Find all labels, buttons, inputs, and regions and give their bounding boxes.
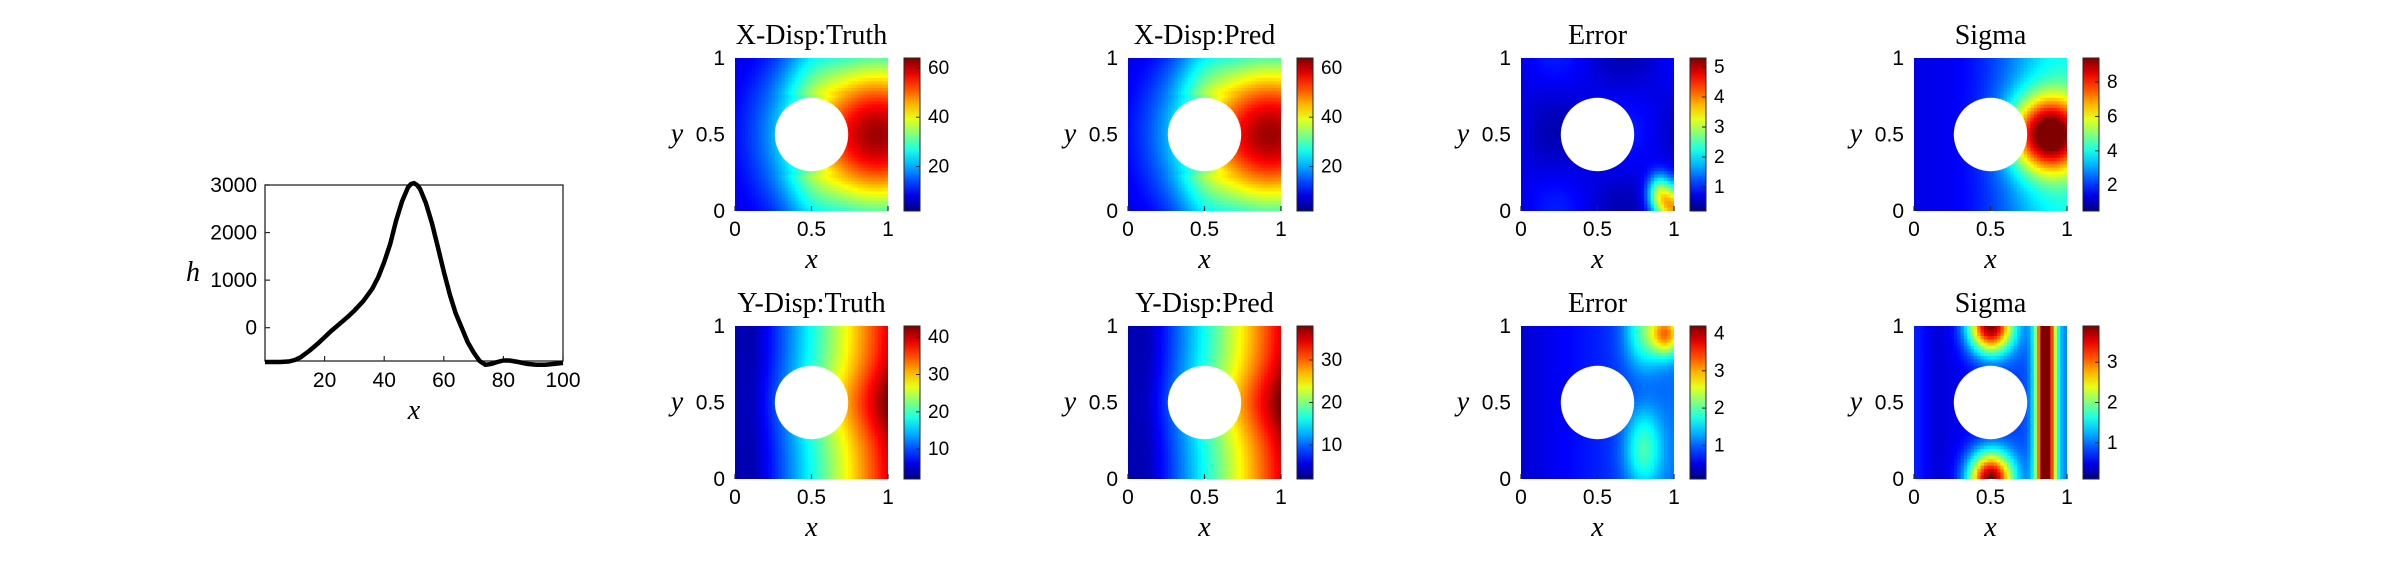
x-tick-label: 80 (492, 369, 515, 392)
y-tick-label: 1000 (210, 269, 257, 292)
heatmap-panel-1: X-Disp:Truth 0 0.5 1 0 0.5 1 x y 20 40 60 (668, 20, 949, 275)
heatmap-panel-2: X-Disp:Pred 0 0.5 1 0 0.5 1 x y 20 40 60 (1061, 20, 1342, 275)
x-tick-label: 1 (1275, 218, 1287, 241)
colorbar-tick-label: 20 (928, 157, 949, 178)
x-tick-label: 20 (313, 369, 336, 392)
x-tick-label: 0.5 (797, 218, 826, 241)
colorbar (1297, 58, 1313, 211)
y-tick-label: 0.5 (696, 124, 725, 147)
x-axis-label: x (407, 395, 421, 426)
y-tick-label: 3000 (210, 174, 257, 197)
colorbar-tick-label: 60 (928, 58, 949, 79)
x-axis-label: x (804, 244, 818, 275)
panel-title: X-Disp:Truth (736, 20, 887, 51)
y-tick-label: 0.5 (1089, 124, 1118, 147)
y-tick-label: 1 (1106, 47, 1118, 70)
hole-circle (1168, 98, 1241, 171)
x-tick-label: 0 (1122, 218, 1134, 241)
colorbar-tick-label: 20 (1321, 157, 1342, 178)
y-tick-label: 1 (713, 47, 725, 70)
x-tick-label: 40 (373, 369, 396, 392)
y-tick-label: 0 (1106, 200, 1118, 223)
hole-circle (775, 98, 848, 171)
colorbar-tick-label: 40 (1321, 107, 1342, 128)
x-tick-label: 100 (545, 369, 580, 392)
y-tick-label: 2000 (210, 222, 257, 245)
x-tick-label: 0.5 (1190, 218, 1219, 241)
line-plot-axes-box (265, 185, 563, 361)
y-axis-label: y (1061, 119, 1077, 150)
y-axis-label: y (668, 119, 684, 150)
x-tick-label: 0 (729, 218, 741, 241)
y-tick-label: 0 (713, 200, 725, 223)
panel-title: X-Disp:Pred (1134, 20, 1276, 51)
x-axis-label: x (1197, 244, 1211, 275)
y-tick-label: 0 (245, 317, 257, 340)
y-axis-label: h (186, 257, 200, 288)
colorbar-tick-label: 40 (928, 107, 949, 128)
x-tick-label: 60 (432, 369, 455, 392)
colorbar-tick-label: 60 (1321, 58, 1342, 79)
colorbar (904, 58, 920, 211)
x-tick-label: 1 (882, 218, 894, 241)
